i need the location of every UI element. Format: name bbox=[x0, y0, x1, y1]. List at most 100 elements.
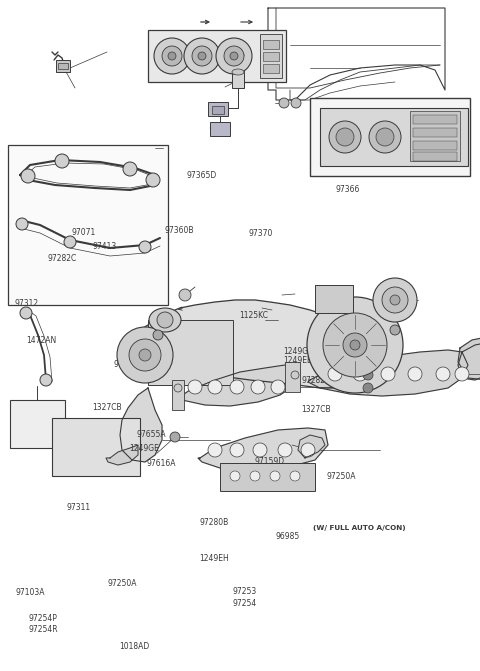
Circle shape bbox=[373, 278, 417, 322]
Circle shape bbox=[270, 471, 280, 481]
Circle shape bbox=[153, 330, 163, 340]
Bar bbox=[220, 463, 315, 491]
Circle shape bbox=[55, 154, 69, 168]
Circle shape bbox=[146, 173, 160, 187]
Circle shape bbox=[64, 236, 76, 248]
Bar bbox=[232, 72, 244, 88]
Circle shape bbox=[390, 295, 400, 305]
Text: 1249EB: 1249EB bbox=[283, 356, 312, 366]
Bar bbox=[212, 106, 224, 114]
Text: 97413: 97413 bbox=[93, 242, 117, 252]
Circle shape bbox=[390, 325, 400, 335]
Circle shape bbox=[279, 98, 289, 108]
Circle shape bbox=[382, 287, 408, 313]
Text: 97103A: 97103A bbox=[15, 588, 45, 597]
Text: 1249GE: 1249GE bbox=[130, 444, 159, 453]
Circle shape bbox=[230, 52, 238, 60]
Circle shape bbox=[290, 471, 300, 481]
Text: 1125KC: 1125KC bbox=[239, 311, 268, 320]
Bar bbox=[148, 30, 286, 82]
Bar bbox=[315, 285, 353, 313]
Polygon shape bbox=[175, 365, 295, 406]
Circle shape bbox=[301, 443, 315, 457]
Bar bbox=[413, 115, 457, 124]
Circle shape bbox=[174, 384, 182, 392]
Text: 97655A: 97655A bbox=[137, 430, 167, 440]
Circle shape bbox=[139, 349, 151, 361]
Circle shape bbox=[224, 46, 244, 66]
Text: (W/ FULL AUTO A/CON): (W/ FULL AUTO A/CON) bbox=[313, 525, 406, 531]
Circle shape bbox=[129, 339, 161, 371]
Polygon shape bbox=[198, 428, 328, 472]
Polygon shape bbox=[120, 388, 162, 462]
Circle shape bbox=[208, 380, 222, 394]
Text: 97313: 97313 bbox=[114, 360, 138, 369]
Bar bbox=[10, 400, 65, 448]
Bar bbox=[410, 111, 460, 161]
Text: 97253: 97253 bbox=[233, 587, 257, 597]
Circle shape bbox=[436, 367, 450, 381]
Circle shape bbox=[251, 380, 265, 394]
Bar bbox=[210, 122, 230, 136]
Bar bbox=[208, 102, 228, 116]
Circle shape bbox=[307, 297, 403, 393]
Circle shape bbox=[329, 121, 361, 153]
Circle shape bbox=[230, 380, 244, 394]
Text: 1327CB: 1327CB bbox=[301, 405, 331, 414]
Ellipse shape bbox=[149, 308, 181, 332]
Bar bbox=[260, 34, 282, 78]
Circle shape bbox=[381, 367, 395, 381]
Circle shape bbox=[455, 367, 469, 381]
Bar bbox=[413, 152, 457, 161]
Circle shape bbox=[250, 471, 260, 481]
Text: 97366: 97366 bbox=[336, 185, 360, 195]
Circle shape bbox=[376, 128, 394, 146]
Text: 96985: 96985 bbox=[276, 532, 300, 541]
Bar bbox=[232, 55, 244, 71]
Polygon shape bbox=[458, 342, 480, 380]
Text: 97365D: 97365D bbox=[186, 171, 216, 180]
Bar bbox=[320, 108, 468, 166]
Circle shape bbox=[157, 312, 173, 328]
Polygon shape bbox=[458, 336, 480, 380]
Text: 97312: 97312 bbox=[14, 299, 38, 309]
Bar bbox=[58, 63, 68, 69]
Text: 1249GB: 1249GB bbox=[283, 347, 313, 356]
Circle shape bbox=[336, 128, 354, 146]
Circle shape bbox=[188, 380, 202, 394]
Circle shape bbox=[139, 241, 151, 253]
Circle shape bbox=[271, 380, 285, 394]
Circle shape bbox=[353, 367, 367, 381]
Text: 97370: 97370 bbox=[249, 229, 273, 238]
Text: 1249EH: 1249EH bbox=[199, 554, 229, 564]
Circle shape bbox=[170, 432, 180, 442]
Bar bbox=[52, 418, 140, 476]
Polygon shape bbox=[140, 300, 400, 388]
Circle shape bbox=[291, 371, 299, 379]
Bar bbox=[263, 40, 279, 49]
Bar bbox=[413, 141, 457, 150]
Text: 97311: 97311 bbox=[66, 503, 90, 513]
Bar bbox=[285, 362, 300, 392]
Circle shape bbox=[363, 370, 373, 380]
Text: 97616A: 97616A bbox=[146, 459, 176, 468]
Circle shape bbox=[328, 367, 342, 381]
Circle shape bbox=[154, 38, 190, 74]
Text: 1018AD: 1018AD bbox=[119, 641, 149, 651]
Circle shape bbox=[168, 52, 176, 60]
Circle shape bbox=[184, 38, 220, 74]
Bar bbox=[263, 52, 279, 61]
Bar bbox=[263, 64, 279, 73]
Circle shape bbox=[117, 327, 173, 383]
Circle shape bbox=[162, 46, 182, 66]
Text: 97282D: 97282D bbox=[301, 376, 331, 385]
Bar bbox=[172, 380, 184, 410]
Bar bbox=[310, 98, 470, 176]
Polygon shape bbox=[298, 435, 325, 458]
Circle shape bbox=[198, 52, 206, 60]
Text: 97071: 97071 bbox=[72, 228, 96, 238]
Ellipse shape bbox=[232, 69, 244, 75]
Circle shape bbox=[40, 374, 52, 386]
Text: 97250A: 97250A bbox=[326, 472, 356, 481]
Text: 97282C: 97282C bbox=[48, 254, 77, 263]
